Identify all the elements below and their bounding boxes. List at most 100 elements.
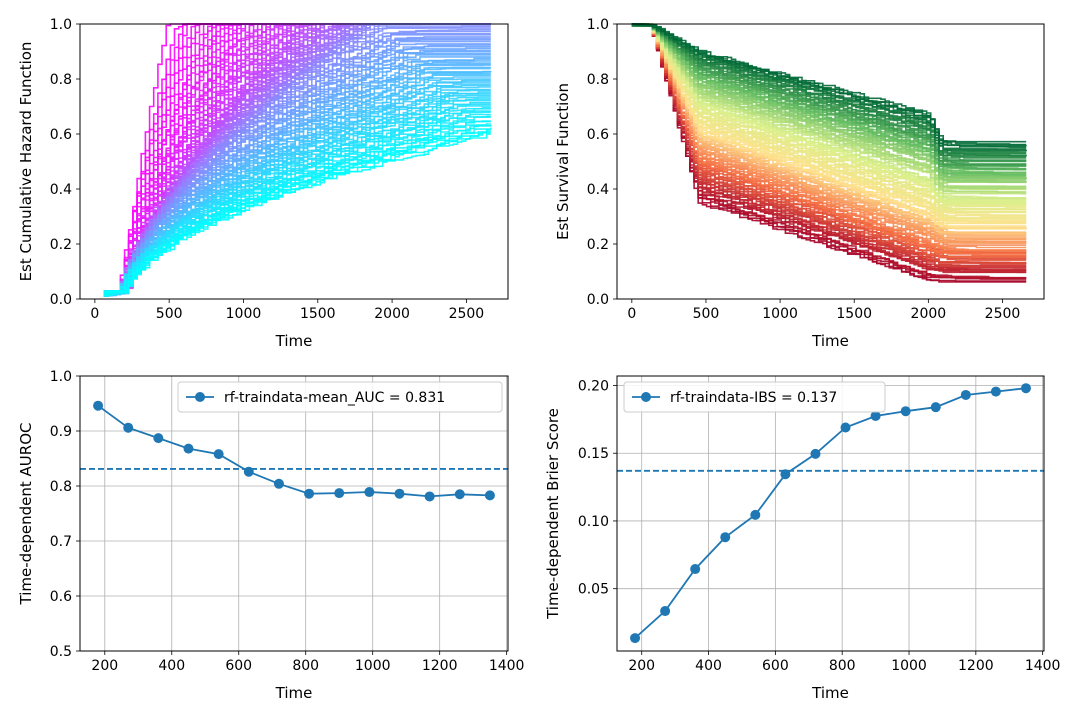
legend-label: rf-traindata-mean_AUC = 0.831 <box>224 390 445 406</box>
x-tick-label: 1000 <box>226 306 262 322</box>
y-tick-label: 0.0 <box>587 292 609 308</box>
hazard-curve <box>103 70 492 296</box>
data-point <box>243 466 254 477</box>
x-tick-label: 2500 <box>985 306 1021 322</box>
data-point <box>930 402 941 413</box>
y-axis-label: Time-dependent Brier Score <box>544 408 562 620</box>
x-tick-label: 1400 <box>1025 658 1061 674</box>
data-point <box>870 410 881 421</box>
x-tick-label: 800 <box>829 658 856 674</box>
x-axis-label: Time <box>811 332 849 350</box>
x-tick-label: 1000 <box>891 658 927 674</box>
data-point <box>810 448 821 459</box>
data-point <box>750 509 761 520</box>
x-axis-label: Time <box>275 332 313 350</box>
y-tick-label: 0.8 <box>50 479 72 495</box>
y-axis-label: Est Cumulative Hazard Function <box>17 42 35 282</box>
y-tick-label: 0.9 <box>50 424 72 440</box>
x-tick-label: 2000 <box>374 306 410 322</box>
plot-area <box>631 23 1027 283</box>
y-tick-label: 1.0 <box>587 17 609 33</box>
x-tick-label: 0 <box>90 306 99 322</box>
y-tick-label: 0.7 <box>50 534 72 550</box>
data-point <box>484 490 495 501</box>
survival-curve <box>631 23 1027 203</box>
hazard-curve <box>103 34 491 297</box>
y-tick-label: 0.4 <box>587 182 609 198</box>
legend: rf-traindata-mean_AUC = 0.831 <box>177 381 503 413</box>
y-tick-label: 0.20 <box>578 378 609 394</box>
data-point <box>93 400 104 411</box>
y-tick-label: 0.2 <box>50 237 72 253</box>
x-tick-label: 400 <box>158 658 185 674</box>
data-point <box>990 386 1001 397</box>
y-tick-label: 0.8 <box>50 72 72 88</box>
x-tick-label: 200 <box>91 658 118 674</box>
axes-top-right: 0 500 1000 1500 2000 2500 0.0 0.2 0.4 0.6 0.8 1.0 Ti… <box>554 17 1045 350</box>
y-axis-label: Time-dependent AUROC <box>17 423 35 606</box>
x-tick-label: 1200 <box>422 658 458 674</box>
legend-label: rf-traindata-IBS = 0.137 <box>670 390 837 406</box>
y-tick-label: 0.15 <box>578 446 609 462</box>
x-tick-label: 1500 <box>836 306 872 322</box>
series-line <box>634 387 1027 639</box>
data-point <box>273 478 284 489</box>
survival-curve <box>631 23 1027 143</box>
series-line <box>97 404 490 498</box>
axes-frame <box>616 23 1045 300</box>
hazard-curve <box>103 36 491 295</box>
data-point <box>840 422 851 433</box>
data-point <box>183 443 194 454</box>
survival-curve <box>631 23 1027 179</box>
axes-frame <box>616 375 1045 652</box>
hazard-curve <box>103 133 491 293</box>
y-tick-label: 0.6 <box>587 127 609 143</box>
data-point <box>630 633 641 644</box>
x-tick-label: 1500 <box>300 306 336 322</box>
y-tick-label: 0.5 <box>50 644 72 660</box>
x-tick-label: 1200 <box>958 658 994 674</box>
y-tick-label: 0.10 <box>578 514 609 530</box>
y-tick-label: 0.8 <box>587 72 609 88</box>
survival-curve <box>631 23 1027 176</box>
data-point <box>960 389 971 400</box>
x-tick-label: 1000 <box>762 306 798 322</box>
x-tick-label: 2000 <box>911 306 947 322</box>
x-tick-label: 600 <box>762 658 789 674</box>
data-point <box>900 406 911 417</box>
data-point <box>720 532 731 543</box>
y-tick-label: 0.6 <box>50 127 72 143</box>
axes-bottom-right: 200 400 600 800 1000 1200 1400 0.05 0.10 0.15 0.20… <box>544 375 1061 702</box>
axes-frame <box>79 375 509 652</box>
survival-curve <box>631 23 1027 225</box>
data-point <box>364 487 375 498</box>
x-tick-label: 400 <box>695 658 722 674</box>
survival-curve <box>631 23 1027 274</box>
y-axis-label: Est Survival Function <box>554 83 572 240</box>
y-tick-label: 0.6 <box>50 589 72 605</box>
data-point <box>690 564 701 575</box>
x-tick-label: 2500 <box>449 306 485 322</box>
data-point <box>334 488 345 499</box>
data-point <box>424 491 435 502</box>
x-tick-label: 1400 <box>489 658 525 674</box>
data-point <box>660 606 671 617</box>
axes-top-left: 0 500 1000 1500 2000 2500 0.0 0.2 0.4 0.6 0.8 1.0 Ti… <box>17 17 509 350</box>
y-tick-label: 1.0 <box>50 369 72 385</box>
plot-area <box>103 23 492 297</box>
data-point <box>394 488 405 499</box>
x-tick-label: 0 <box>627 306 636 322</box>
data-point <box>1020 383 1031 394</box>
x-axis-label: Time <box>811 684 849 702</box>
axes-frame <box>79 23 509 300</box>
data-point <box>123 422 134 433</box>
survival-curve <box>631 25 1027 244</box>
data-point <box>780 469 791 480</box>
data-point <box>304 488 315 499</box>
plot-area <box>80 400 508 502</box>
x-tick-label: 500 <box>693 306 720 322</box>
plot-area <box>617 383 1044 644</box>
y-tick-label: 0.4 <box>50 182 72 198</box>
data-point <box>213 449 224 460</box>
